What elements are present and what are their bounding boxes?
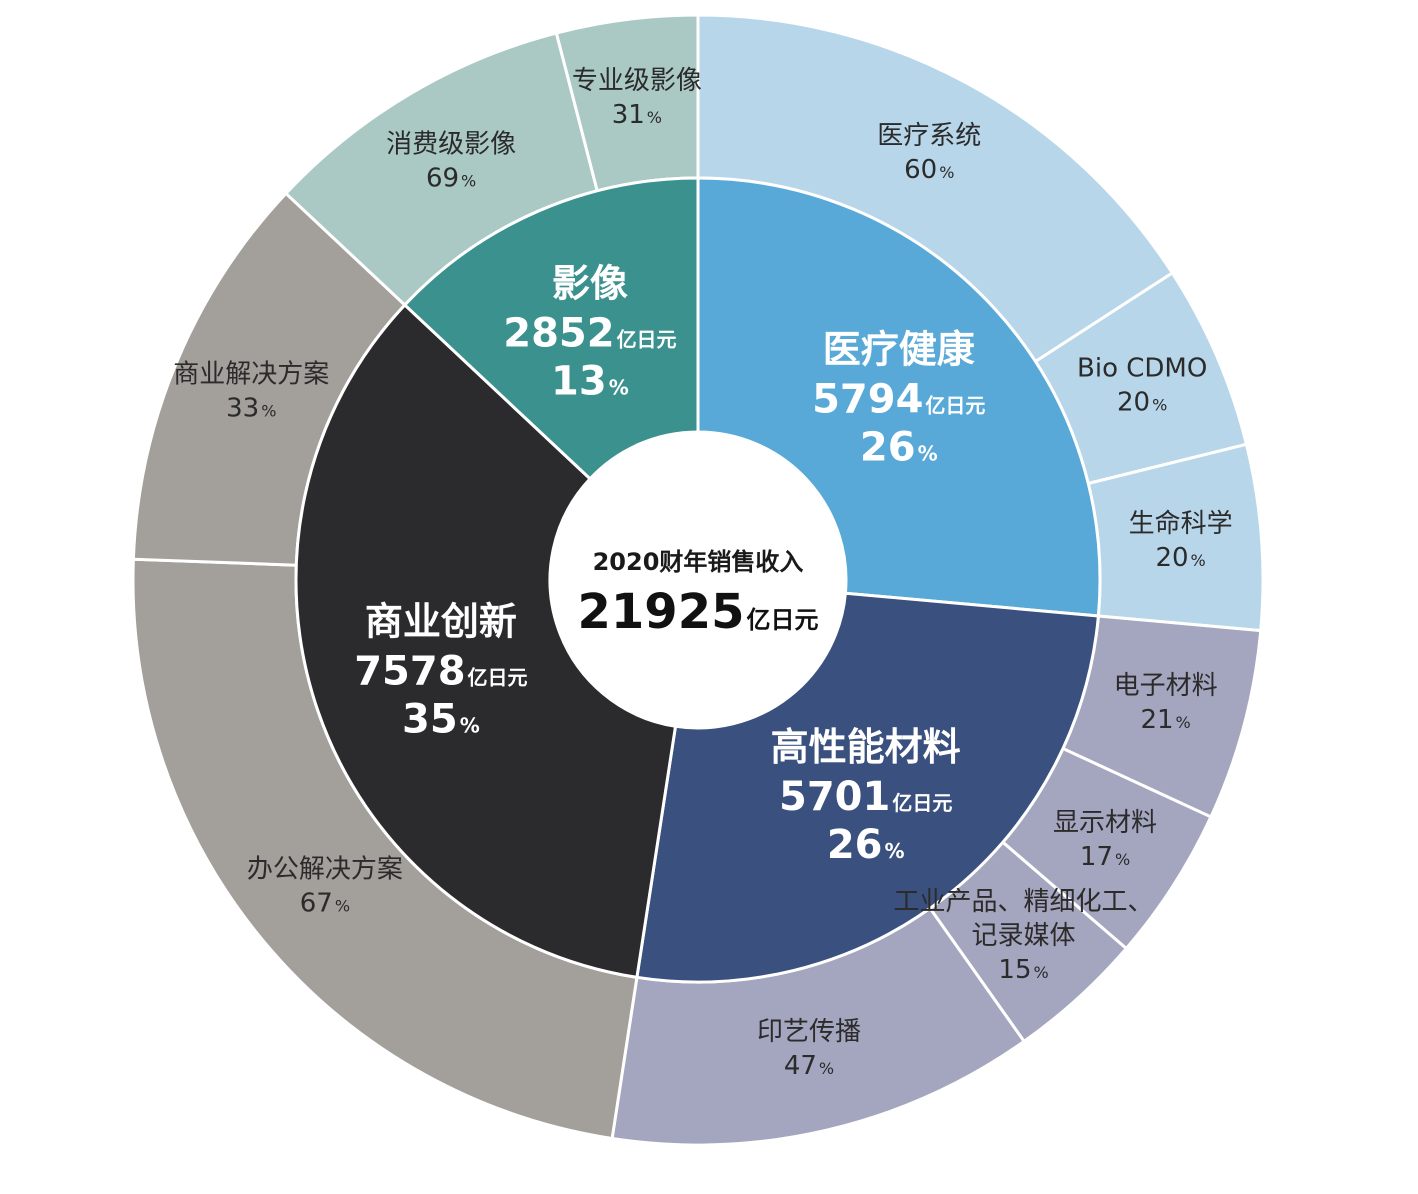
seg-1-percent-label: 26% (827, 822, 905, 868)
seg-1-3-name-label: 印艺传播 (757, 1017, 861, 1047)
center-total-value: 21925 (578, 584, 745, 640)
seg-3-name-label: 影像 (552, 261, 628, 305)
inner-ring (294, 176, 1102, 984)
seg-2-1-percent-label: 33% (226, 394, 276, 424)
seg-1-0-name-label: 电子材料 (1114, 671, 1218, 701)
seg-0-name-label: 医疗健康 (823, 327, 975, 371)
seg-0-2-name-label: 生命科学 (1129, 509, 1233, 539)
seg-2-name-label: 商业创新 (365, 600, 517, 644)
center-group: 2020财年销售收入 21925亿日元 (550, 432, 846, 728)
seg-0-1-name-label: Bio CDMO (1077, 354, 1207, 384)
seg-1-value-label: 5701 亿日元 (779, 774, 952, 820)
seg-1-2-percent-label: 15% (998, 955, 1048, 985)
seg-1-1-name-label: 显示材料 (1053, 808, 1157, 838)
seg-1-0-percent-label: 21% (1140, 705, 1190, 735)
seg-1-name-label: 高性能材料 (771, 725, 961, 769)
center-total-unit: 亿日元 (747, 606, 819, 634)
seg-2-percent-label: 35% (402, 697, 480, 743)
seg-0-percent-label: 26% (860, 424, 938, 470)
seg-2-1-name-label: 商业解决方案 (173, 360, 329, 390)
seg-1-1-percent-label: 17% (1080, 842, 1130, 872)
seg-3-1-name-label: 专业级影像 (572, 66, 702, 96)
seg-3-0-name-label: 消费级影像 (386, 130, 516, 160)
seg-3-1-percent-label: 31% (612, 100, 662, 130)
outer-ring (131, 13, 1265, 1147)
seg-2-value-label: 7578亿日元 (354, 649, 527, 695)
seg-0-1-percent-label: 20% (1117, 388, 1167, 418)
seg-3-value-label: 2852 亿日元 (503, 310, 676, 356)
seg-1-3-percent-label: 47% (784, 1051, 834, 1081)
seg-3-percent-label: 13% (551, 358, 629, 404)
center-total: 21925亿日元 (578, 584, 819, 640)
seg-0-0-percent-label: 60% (904, 155, 954, 185)
seg-1-2-name-label-1: 工业产品、精细化工、 (894, 887, 1154, 917)
seg-2-0-percent-label: 67% (300, 888, 350, 918)
seg-0-value-label: 5794 亿日元 (812, 376, 985, 422)
seg-0-2-percent-label: 20% (1155, 543, 1205, 573)
seg-2-0-name-label: 办公解决方案 (247, 854, 403, 884)
seg-0-0-name-label: 医疗系统 (877, 121, 981, 151)
seg-3-0-percent-label: 69% (426, 164, 476, 194)
seg-1-2-name-label-2: 记录媒体 (972, 921, 1076, 951)
center-hole (550, 432, 846, 728)
center-title: 2020财年销售收入 (593, 548, 804, 576)
